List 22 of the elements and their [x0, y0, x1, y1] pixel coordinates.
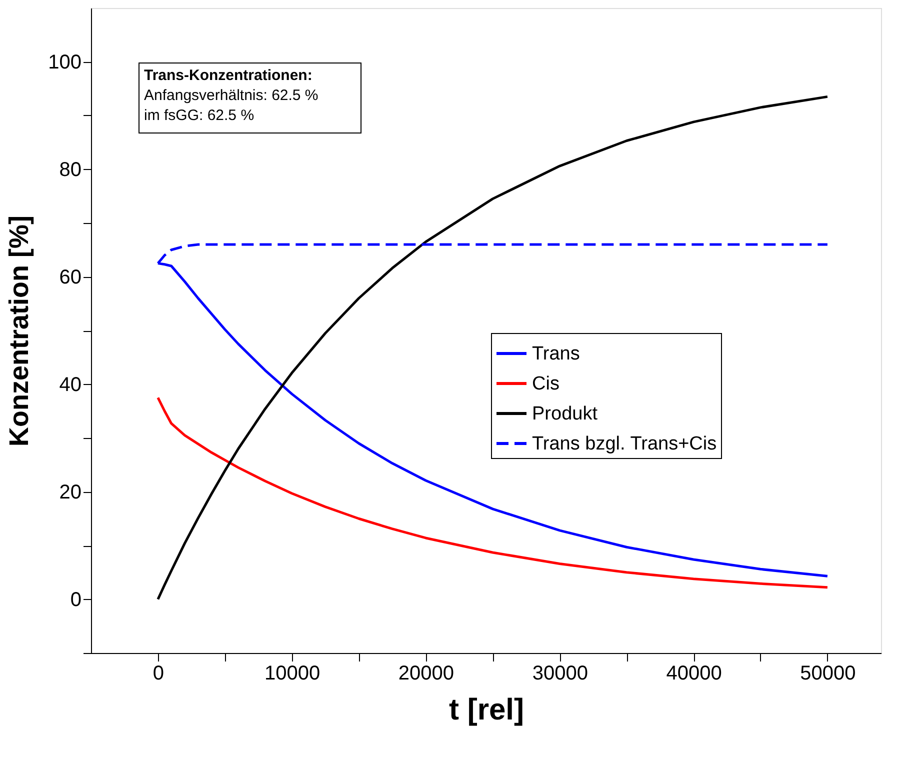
- x-tick-label: 10000: [264, 662, 320, 684]
- y-tick-label: 100: [48, 51, 82, 74]
- legend-label: Trans: [532, 344, 580, 364]
- legend-label: Trans bzgl. Trans+Cis: [532, 434, 717, 454]
- x-tick-label: 50000: [800, 662, 856, 684]
- x-axis-title: t [rel]: [449, 694, 524, 726]
- legend-label: Cis: [532, 374, 560, 394]
- y-tick-label: 40: [59, 374, 82, 396]
- x-tick-label: 40000: [666, 662, 722, 684]
- x-tick-label: 20000: [398, 662, 454, 684]
- y-tick-label: 60: [59, 266, 82, 288]
- y-axis-title: Konzentration [%]: [4, 216, 34, 446]
- line-series: [156, 396, 829, 589]
- annotation: Anfangsverhältnis: 62.5 %: [144, 87, 318, 104]
- y-tick-label: 0: [70, 588, 82, 611]
- x-tick-label: 30000: [532, 662, 588, 684]
- annotation: Trans-Konzentrationen:: [144, 67, 312, 84]
- annotation: im fsGG: 62.5 %: [144, 107, 254, 124]
- legend-label: Produkt: [532, 404, 598, 424]
- y-tick-label: 20: [59, 481, 82, 504]
- x-tick-label: 0: [152, 662, 164, 684]
- y-tick-label: 80: [59, 158, 82, 181]
